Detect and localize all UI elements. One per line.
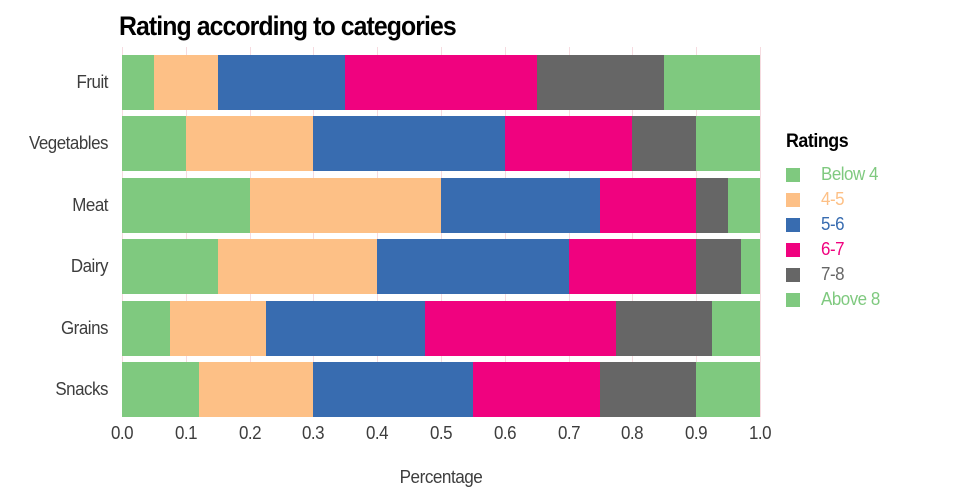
bar-segment-vegetables-below-4	[122, 116, 186, 172]
legend-item-label: 6-7	[821, 239, 845, 259]
x-axis-title: Percentage	[399, 467, 483, 487]
legend-item-above-8: Above 8	[786, 287, 956, 312]
bar-segment-grains-7-8	[616, 300, 713, 356]
bar-segment-meat-6-7	[600, 177, 697, 233]
legend-item-6-7: 6-7	[786, 237, 956, 262]
x-tick-label-0.1: 0.1	[174, 423, 198, 443]
bar-segment-meat-7-8	[696, 177, 729, 233]
legend-item-label: Below 4	[821, 164, 878, 184]
legend-swatch-icon	[786, 192, 800, 207]
bar-segment-grains-above-8	[712, 300, 760, 356]
bar-segment-meat-above-8	[728, 177, 760, 233]
bar-row-meat	[122, 177, 760, 233]
bar-row-grains	[122, 300, 760, 356]
y-tick-label-meat: Meat	[72, 194, 108, 215]
x-tick-label-0.9: 0.9	[685, 423, 708, 443]
y-tick-label-vegetables: Vegetables	[28, 133, 109, 154]
legend-item-4-5: 4-5	[786, 187, 956, 212]
bar-segment-grains-6-7	[425, 300, 617, 356]
chart-title: Rating according to categories	[119, 11, 457, 41]
bar-segment-dairy-below-4	[122, 239, 218, 295]
legend: Ratings Below 4 4-5 5-6 6-7 7-8 Above 8	[786, 131, 956, 312]
bar-segment-vegetables-above-8	[696, 116, 760, 172]
bar-segment-snacks-below-4	[122, 361, 199, 417]
y-tick-label-grains: Grains	[60, 317, 108, 338]
legend-items: Below 4 4-5 5-6 6-7 7-8 Above 8	[786, 162, 956, 312]
legend-swatch-icon	[786, 217, 800, 232]
legend-item-label: 4-5	[821, 189, 845, 209]
bar-segment-fruit-6-7	[345, 55, 537, 110]
bar-segment-vegetables-5-6	[313, 116, 505, 172]
x-tick-label-1.0: 1.0	[748, 423, 772, 443]
y-tick-label-snacks: Snacks	[55, 378, 108, 399]
y-axis-labels: Fruit Vegetables Meat Dairy Grains Snacks	[0, 55, 109, 417]
bar-segment-snacks-above-8	[696, 361, 760, 417]
bar-segment-grains-below-4	[122, 300, 170, 356]
y-tick-label-fruit: Fruit	[76, 72, 109, 92]
bar-row-vegetables	[122, 116, 760, 172]
x-tick-label-0.4: 0.4	[366, 423, 389, 443]
x-tick-label-0.6: 0.6	[493, 423, 517, 443]
bar-row-fruit	[122, 55, 760, 110]
bar-segment-fruit-5-6	[217, 55, 346, 110]
legend-item-label: 7-8	[821, 264, 845, 284]
x-tick-label-0.5: 0.5	[429, 423, 453, 443]
bar-row-snacks	[122, 361, 760, 417]
bar-segment-fruit-4-5	[153, 55, 218, 110]
x-tick-label-0.8: 0.8	[621, 423, 644, 443]
x-tick-label-0.0: 0.0	[110, 423, 134, 443]
legend-title: Ratings	[786, 131, 849, 152]
bar-segment-snacks-7-8	[600, 361, 697, 417]
bar-segment-snacks-5-6	[313, 361, 473, 417]
legend-item-7-8: 7-8	[786, 262, 956, 287]
legend-swatch-icon	[786, 167, 800, 182]
bar-segment-dairy-6-7	[568, 239, 697, 295]
bar-segment-meat-5-6	[440, 177, 601, 233]
y-tick-label-dairy: Dairy	[70, 256, 109, 277]
legend-item-5-6: 5-6	[786, 212, 956, 237]
bar-segment-dairy-4-5	[217, 239, 378, 295]
gridline-1.0	[760, 47, 761, 417]
bar-segment-dairy-above-8	[740, 239, 760, 295]
bar-segment-dairy-5-6	[377, 239, 569, 295]
bar-segment-grains-5-6	[265, 300, 426, 356]
x-tick-label-0.2: 0.2	[238, 423, 262, 443]
bar-segment-meat-4-5	[249, 177, 441, 233]
legend-swatch-icon	[786, 267, 800, 282]
bar-segment-vegetables-7-8	[632, 116, 697, 172]
bar-segment-fruit-7-8	[536, 55, 665, 110]
bar-segment-meat-below-4	[122, 177, 250, 233]
bar-segment-grains-4-5	[169, 300, 266, 356]
x-tick-label-0.7: 0.7	[557, 423, 581, 443]
x-tick-label-0.3: 0.3	[302, 423, 325, 443]
x-axis-labels: 0.0 0.1 0.2 0.3 0.4 0.5 0.6 0.7 0.8 0.9 1.0	[111, 423, 772, 445]
legend-item-below-4: Below 4	[786, 162, 956, 187]
legend-swatch-icon	[786, 242, 800, 257]
legend-swatch-icon	[786, 292, 800, 307]
bar-row-dairy	[122, 239, 760, 295]
bar-segment-fruit-below-4	[122, 55, 154, 110]
legend-item-label: Above 8	[821, 289, 880, 309]
bar-segment-fruit-above-8	[664, 55, 760, 110]
bar-segment-vegetables-4-5	[185, 116, 314, 172]
bar-segment-snacks-4-5	[198, 361, 314, 417]
bar-segment-snacks-6-7	[472, 361, 601, 417]
bar-segment-dairy-7-8	[696, 239, 741, 295]
plot-area	[122, 55, 760, 417]
bar-segment-vegetables-6-7	[504, 116, 633, 172]
legend-item-label: 5-6	[821, 214, 845, 234]
